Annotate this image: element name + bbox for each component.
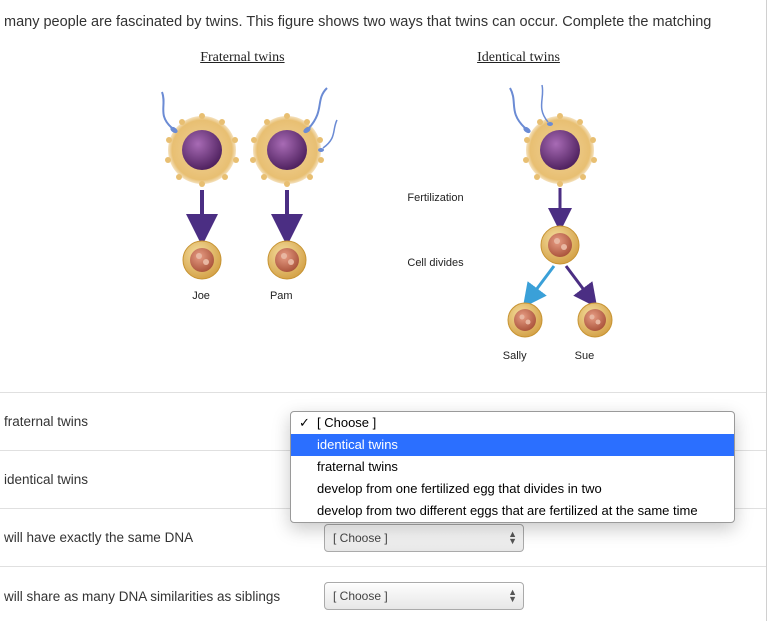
match-label-2: will have exactly the same DNA bbox=[4, 530, 324, 545]
identical-cell-left bbox=[508, 303, 542, 337]
identical-name-right: Sue bbox=[575, 350, 595, 362]
match-label-3: will share as many DNA similarities as s… bbox=[4, 589, 324, 604]
label-cell-divides: Cell divides bbox=[407, 257, 463, 269]
fraternal-cell-right bbox=[268, 241, 306, 279]
dropdown-option-1[interactable]: fraternal twins bbox=[291, 456, 734, 478]
match-label-0: fraternal twins bbox=[4, 414, 324, 429]
identical-cell-pre bbox=[541, 226, 579, 264]
label-fertilization: Fertilization bbox=[407, 192, 463, 204]
fraternal-column: Fraternal twins bbox=[137, 50, 347, 362]
updown-icon: ▲▼ bbox=[508, 531, 517, 545]
fraternal-egg-left bbox=[162, 92, 239, 187]
choose-select-3[interactable]: [ Choose ] ▲▼ bbox=[324, 582, 524, 610]
fraternal-svg bbox=[137, 80, 347, 310]
identical-name-left: Sally bbox=[503, 350, 527, 362]
fraternal-name-right: Pam bbox=[270, 290, 293, 302]
identical-egg bbox=[510, 85, 597, 187]
choose-select-2[interactable]: [ Choose ] ▲▼ bbox=[324, 524, 524, 552]
choose-select-3-text: [ Choose ] bbox=[333, 589, 388, 603]
identical-svg bbox=[470, 80, 630, 370]
fraternal-cell-left bbox=[183, 241, 221, 279]
identical-cell-right bbox=[578, 303, 612, 337]
updown-icon: ▲▼ bbox=[508, 589, 517, 603]
choose-select-2-text: [ Choose ] bbox=[333, 531, 388, 545]
fraternal-name-left: Joe bbox=[192, 290, 210, 302]
dropdown-option-0[interactable]: identical twins bbox=[291, 434, 734, 456]
match-row-3: will share as many DNA similarities as s… bbox=[0, 567, 767, 625]
fraternal-egg-right bbox=[250, 88, 337, 187]
dropdown-option-2[interactable]: develop from one fertilized egg that div… bbox=[291, 478, 734, 500]
identical-column: Identical twins Fertilization Cell divid… bbox=[407, 50, 629, 362]
identical-title: Identical twins bbox=[477, 50, 560, 66]
match-label-1: identical twins bbox=[4, 472, 324, 487]
dropdown-option-current[interactable]: [ Choose ] bbox=[291, 412, 734, 434]
dropdown-menu[interactable]: [ Choose ] identical twins fraternal twi… bbox=[290, 411, 735, 523]
dropdown-option-3[interactable]: develop from two different eggs that are… bbox=[291, 500, 734, 522]
fraternal-title: Fraternal twins bbox=[200, 50, 284, 66]
twins-figure: Fraternal twins bbox=[0, 40, 767, 392]
question-instruction: many people are fascinated by twins. Thi… bbox=[0, 0, 767, 40]
